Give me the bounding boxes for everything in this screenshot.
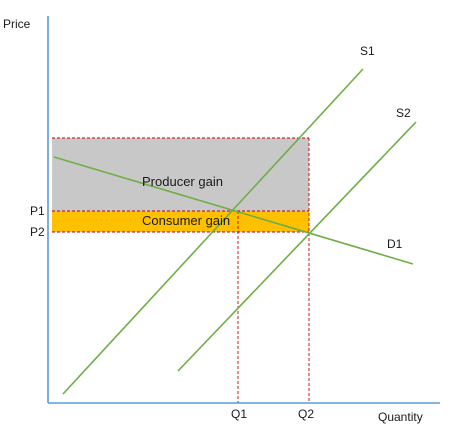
consumer-gain-region xyxy=(52,211,309,232)
demand-curve xyxy=(53,156,414,265)
supply-curve-s2 xyxy=(177,121,417,372)
guide-lines xyxy=(52,137,310,403)
q2-label: Q2 xyxy=(298,407,314,421)
p2-label: P2 xyxy=(30,225,45,239)
p1-label: P1 xyxy=(30,204,45,218)
q1-label: Q1 xyxy=(231,407,247,421)
x-axis-label: Quantity xyxy=(378,410,423,424)
consumer-gain-label: Consumer gain xyxy=(142,213,230,228)
supply-curve-s1 xyxy=(62,68,364,395)
y-axis-label: Price xyxy=(3,17,31,31)
s1-label: S1 xyxy=(360,44,375,58)
s2-label: S2 xyxy=(396,106,411,120)
d1-label: D1 xyxy=(387,237,403,251)
producer-gain-label: Producer gain xyxy=(142,174,223,189)
